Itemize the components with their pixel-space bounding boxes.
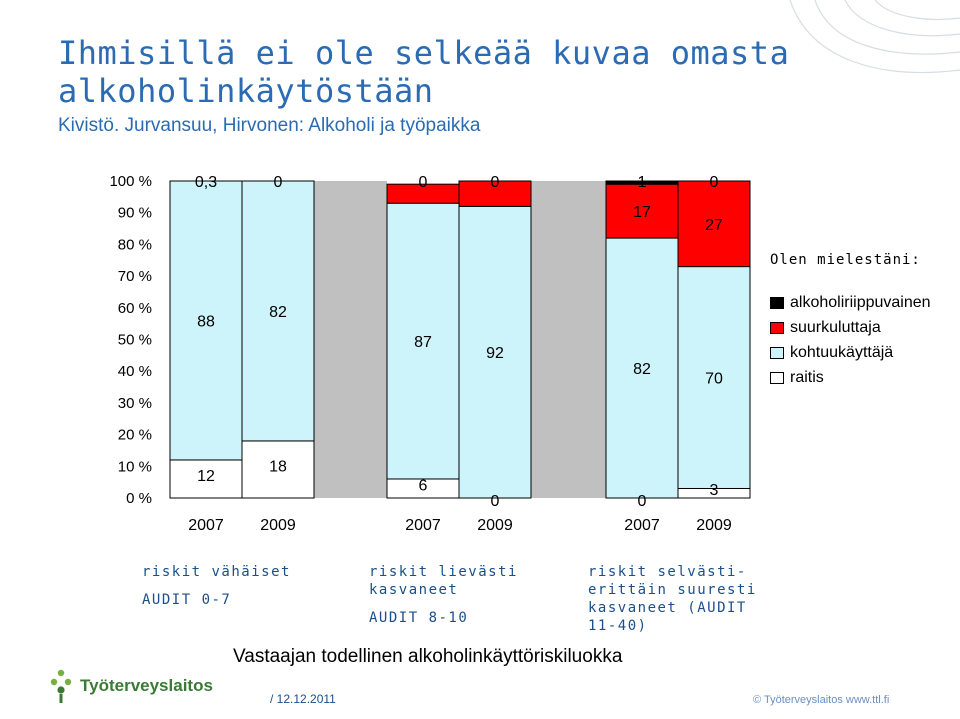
bar-segment-suurkuluttaja [677, 180, 751, 268]
group-caption-2: riskit lievästi kasvaneet AUDIT 8-10 [369, 563, 518, 627]
legend-label: kohtuukäyttäjä [790, 343, 894, 361]
corner-decoration [789, 0, 960, 73]
data-label: 0 [419, 174, 428, 191]
page-subtitle: Kivistö. Jurvansuu, Hirvonen: Alkoholi j… [58, 115, 481, 136]
bar-segment-suurkuluttaja [458, 180, 532, 207]
bar-segment-kohtuukäyttäjä [169, 180, 243, 461]
group-separator-band [531, 181, 606, 498]
data-label: 87 [414, 334, 432, 351]
x-axis-title: Vastaajan todellinen alkoholinkäyttörisk… [233, 646, 623, 667]
y-tick-label: 70 % [118, 268, 152, 285]
data-label: 1 [638, 174, 647, 191]
y-tick-label: 40 % [118, 363, 152, 380]
data-label: 0 [638, 493, 647, 510]
bar-segment-kohtuukäyttäjä [458, 205, 532, 499]
footer-date: / 12.12.2011 [270, 692, 336, 706]
data-label: 82 [633, 361, 651, 378]
data-label: 3 [710, 482, 719, 499]
title-line-1: Ihmisillä ei ole selkeää kuvaa omasta [58, 34, 790, 72]
x-tick-label: 2009 [260, 517, 296, 534]
data-label: 18 [269, 458, 287, 475]
data-label: 0 [710, 174, 719, 191]
data-label: 0 [274, 174, 283, 191]
legend-item-raitis: raitis [770, 365, 960, 390]
data-label: 6 [419, 477, 428, 494]
legend-title: Olen mielestäni: [770, 252, 921, 268]
footer-logo: Työterveyslaitos [48, 668, 213, 704]
bar-segment-kohtuukäyttäjä [605, 237, 679, 499]
y-tick-label: 100 % [109, 173, 152, 190]
group-caption-3: riskit selvästi- erittäin suuresti kasva… [588, 563, 757, 635]
x-tick-label: 2009 [696, 517, 732, 534]
bar-segment-kohtuukäyttäjä [241, 180, 315, 442]
group-caption-line: riskit lievästi [369, 564, 518, 580]
legend-item-alkoholiriippuvainen: alkoholiriippuvainen [770, 290, 960, 315]
group-caption-line: riskit vähäiset [142, 564, 291, 580]
y-tick-label: 80 % [118, 236, 152, 253]
legend-label: suurkuluttaja [790, 318, 881, 336]
group-caption-1: riskit vähäiset AUDIT 0-7 [142, 563, 291, 609]
legend-swatch [770, 321, 784, 334]
bar-segment-raitis [241, 440, 315, 499]
legend-swatch [770, 346, 784, 359]
group-caption-line: 11-40) [588, 618, 648, 634]
group-caption-line: erittäin suuresti [588, 582, 757, 598]
y-tick-label: 20 % [118, 427, 152, 444]
bar-segment-suurkuluttaja [605, 183, 679, 239]
legend-swatch [770, 371, 784, 384]
y-tick-label: 30 % [118, 395, 152, 412]
y-tick-label: 60 % [118, 300, 152, 317]
data-label: 92 [486, 345, 504, 362]
data-label: 27 [705, 217, 723, 234]
data-label: 82 [269, 304, 287, 321]
legend-label: alkoholiriippuvainen [790, 293, 931, 311]
legend-label: raitis [790, 368, 824, 386]
data-label: 17 [633, 204, 651, 221]
x-tick-label: 2007 [405, 517, 441, 534]
group-audit: AUDIT 8-10 [369, 610, 469, 626]
data-label: 0,3 [195, 174, 217, 191]
x-tick-label: 2007 [188, 517, 224, 534]
legend-item-suurkuluttaja: suurkuluttaja [770, 315, 960, 340]
group-caption-line: riskit selvästi- [588, 564, 747, 580]
title-line-2: alkoholinkäytöstään [58, 72, 434, 110]
page-title: Ihmisillä ei ole selkeää kuvaa omasta al… [58, 34, 789, 110]
group-audit: AUDIT 0-7 [142, 592, 232, 608]
data-label: 0 [491, 174, 500, 191]
data-label: 70 [705, 371, 723, 388]
group-separator-band [314, 181, 387, 498]
group-caption-line: kasvaneet [369, 582, 459, 598]
y-tick-label: 50 % [118, 332, 152, 349]
data-label: 88 [197, 313, 215, 330]
x-tick-label: 2009 [477, 517, 513, 534]
y-tick-label: 0 % [126, 490, 152, 507]
data-label: 12 [197, 468, 215, 485]
y-tick-label: 90 % [118, 205, 152, 222]
legend: Olen mielestäni: alkoholiriippuvainen su… [770, 252, 960, 390]
y-tick-label: 10 % [118, 458, 152, 475]
legend-swatch [770, 296, 784, 309]
bar-segment-raitis [169, 459, 243, 499]
x-tick-label: 2007 [624, 517, 660, 534]
group-caption-line: kasvaneet (AUDIT [588, 600, 747, 616]
organization-logo-icon [50, 669, 72, 703]
data-label: 0 [491, 493, 500, 510]
organization-name: Työterveyslaitos [80, 676, 213, 695]
bar-segment-kohtuukäyttäjä [677, 266, 751, 489]
footer-copyright: © Työterveyslaitos www.ttl.fi [753, 694, 890, 706]
legend-item-kohtuukayttaja: kohtuukäyttäjä [770, 340, 960, 365]
